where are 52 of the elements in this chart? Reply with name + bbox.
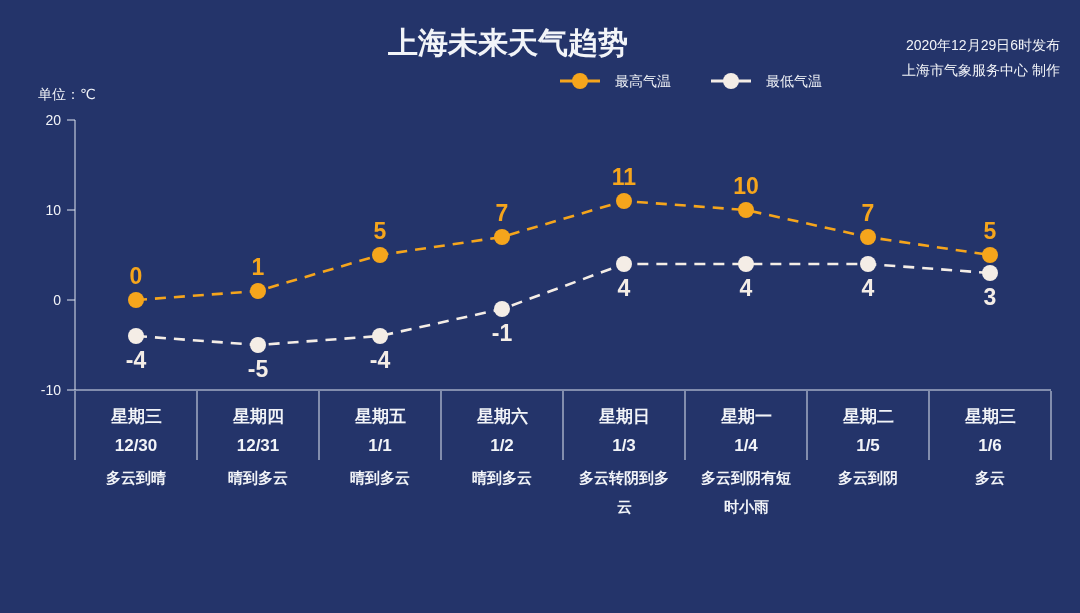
data-label: -4 xyxy=(369,347,391,373)
data-label: -5 xyxy=(247,356,269,382)
category-label: 时小雨 xyxy=(723,498,769,515)
data-label: 7 xyxy=(495,200,509,226)
legend-label: 最低气温 xyxy=(766,73,822,89)
y-tick-label: 20 xyxy=(45,112,62,128)
category-label: 星期一 xyxy=(720,407,772,426)
category-label: 1/2 xyxy=(490,436,514,455)
category-label: 星期五 xyxy=(354,407,406,426)
data-label: 4 xyxy=(617,275,631,301)
category-label: 1/1 xyxy=(368,436,392,455)
category-label: 1/6 xyxy=(978,436,1002,455)
data-label: 0 xyxy=(129,263,143,289)
data-label: -1 xyxy=(491,320,513,346)
legend-label: 最高气温 xyxy=(615,73,671,89)
category-label: 多云到阴 xyxy=(838,469,898,486)
ylabel: 单位：℃ xyxy=(38,86,96,102)
category-label: 1/3 xyxy=(612,436,636,455)
y-tick-label: -10 xyxy=(40,382,62,398)
category-label: 云 xyxy=(616,498,632,515)
category-label: 1/4 xyxy=(734,436,758,455)
data-label: 3 xyxy=(983,284,997,310)
category-label: 12/31 xyxy=(236,436,280,455)
y-tick-label: 10 xyxy=(45,202,62,218)
category-label: 星期二 xyxy=(842,407,894,426)
y-tick-label: 0 xyxy=(53,292,62,308)
data-label: 4 xyxy=(861,275,875,301)
category-label: 星期三 xyxy=(110,407,162,426)
data-label: 4 xyxy=(739,275,753,301)
category-label: 多云转阴到多 xyxy=(579,469,669,486)
data-label: 10 xyxy=(733,173,759,199)
title: 上海未来天气趋势 xyxy=(388,26,628,59)
category-label: 晴到多云 xyxy=(228,469,288,486)
category-label: 晴到多云 xyxy=(350,469,410,486)
category-label: 星期四 xyxy=(232,407,284,426)
data-label: 7 xyxy=(861,200,875,226)
category-label: 多云 xyxy=(975,469,1005,486)
category-label: 星期六 xyxy=(476,407,528,426)
category-label: 星期三 xyxy=(964,407,1016,426)
annotation: 上海市气象服务中心 制作 xyxy=(902,62,1060,78)
category-label: 多云到晴 xyxy=(106,469,166,486)
data-label: -4 xyxy=(125,347,147,373)
annotation: 2020年12月29日6时发布 xyxy=(905,37,1060,53)
data-label: 1 xyxy=(251,254,265,280)
category-label: 多云到阴有短 xyxy=(701,469,791,486)
category-label: 1/5 xyxy=(856,436,880,455)
data-label: 11 xyxy=(611,164,637,190)
data-label: 5 xyxy=(373,218,387,244)
data-label: 5 xyxy=(983,218,997,244)
category-label: 星期日 xyxy=(598,407,650,426)
category-label: 晴到多云 xyxy=(472,469,532,486)
category-label: 12/30 xyxy=(114,436,158,455)
